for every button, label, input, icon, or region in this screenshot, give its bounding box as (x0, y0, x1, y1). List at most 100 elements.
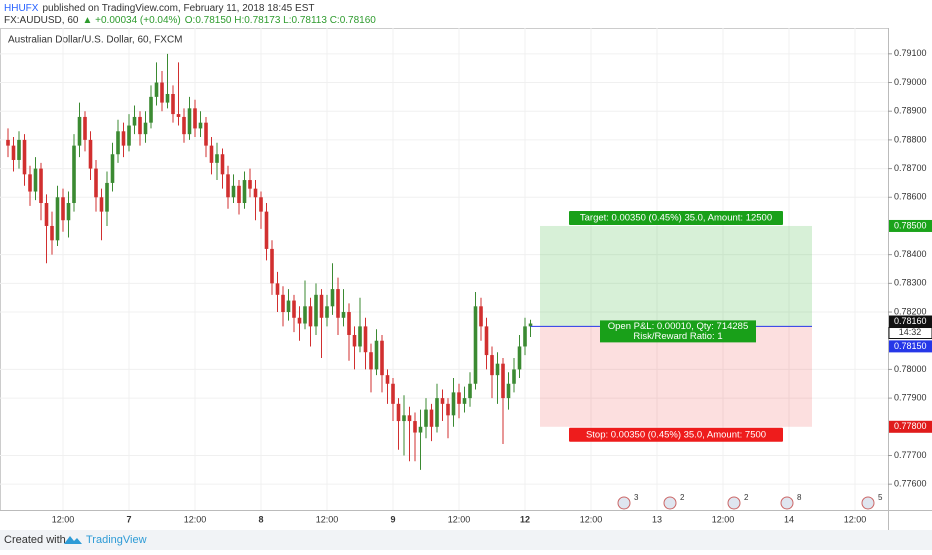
candle-body (198, 122, 203, 129)
y-tick-label: 0.79100 (894, 48, 927, 58)
candle-body (83, 116, 87, 140)
event-icon (727, 496, 741, 510)
candle-body (468, 383, 472, 399)
candle-body (160, 82, 164, 103)
candle-body (330, 289, 335, 307)
candle-body (523, 326, 527, 347)
candle-body (369, 352, 373, 370)
footer-brand: TradingView (86, 534, 147, 546)
candle-body (44, 203, 49, 226)
candle-body (72, 145, 76, 204)
candle-body (28, 174, 32, 192)
candle-body (358, 326, 362, 347)
footer-created: Created with (4, 534, 66, 546)
candle-body (440, 398, 445, 404)
candle-body (55, 197, 60, 241)
candle-body (495, 363, 500, 376)
candle-body (374, 340, 379, 370)
candle-body (385, 375, 390, 384)
candle-body (187, 108, 192, 135)
candle-body (490, 355, 494, 376)
header-line: HHUFX published on TradingView.com, Febru… (4, 3, 314, 14)
candle-body (22, 139, 27, 175)
candle-body (391, 383, 395, 404)
candle-body (484, 326, 489, 356)
candle-body (50, 225, 54, 241)
stop-label-box (569, 427, 783, 442)
candle-body (506, 383, 511, 399)
candle-body (6, 139, 10, 146)
candle-body (446, 403, 450, 416)
candle-body (451, 392, 456, 416)
price-badge (889, 315, 932, 328)
event-count: 8 (797, 493, 802, 502)
x-tick-label: 14 (784, 514, 794, 524)
price-badge (889, 420, 932, 433)
y-tick-label: 0.78800 (894, 134, 927, 144)
candle-body (204, 122, 208, 146)
target-label-box (569, 210, 783, 225)
y-tick-label: 0.77900 (894, 392, 927, 402)
event-count: 2 (744, 493, 749, 502)
candle-body (99, 197, 104, 212)
candle-body (407, 415, 412, 422)
y-tick-label: 0.78000 (894, 364, 927, 374)
candle-body (462, 398, 467, 404)
stop-label: Stop: 0.00350 (0.45%) 35.0, Amount: 7500 (586, 429, 766, 440)
candle-body (319, 294, 324, 318)
x-tick-label: 13 (652, 514, 662, 524)
candle-body (253, 188, 258, 198)
candle-body (215, 154, 219, 163)
candle-body (303, 306, 307, 324)
candle-body (352, 334, 357, 347)
candle-body (143, 122, 148, 135)
candle-body (209, 145, 214, 163)
published: published on TradingView.com, February 1… (42, 3, 314, 14)
symbol-line: FX:AUDUSD, 60 ▲ +0.00034 (+0.04%) O:0.7815… (4, 15, 376, 26)
price-badge-label: 0.78500 (894, 220, 927, 230)
candle-body (237, 185, 241, 204)
publisher: HHUFX (4, 3, 39, 14)
candle-body (77, 116, 82, 146)
loss-zone (540, 326, 812, 427)
event-icon (861, 496, 875, 510)
candle-body (176, 114, 181, 117)
event-icon (780, 496, 794, 510)
candle-body (171, 93, 175, 115)
y-tick-label: 0.77700 (894, 450, 927, 460)
candle-body (292, 300, 296, 318)
footer-bar (0, 530, 932, 550)
candle-body (259, 197, 263, 212)
event-icon (617, 496, 631, 510)
candle-body (165, 93, 170, 103)
candle-body (418, 426, 423, 433)
open-label: Open P&L: 0.00010, Qty: 714285 (608, 321, 749, 332)
candle-body (226, 174, 230, 198)
candle-body (110, 154, 115, 183)
candle-body (88, 139, 93, 169)
event-icon (663, 496, 677, 510)
candle-body (501, 363, 505, 399)
candle-body (347, 312, 351, 335)
candle-body (66, 203, 71, 221)
candle-body (517, 346, 522, 370)
candle-body (264, 211, 269, 249)
ohlc: O:0.78150 H:0.78173 L:0.78113 C:0.78160 (185, 15, 377, 26)
candle-body (154, 82, 159, 97)
candle-body (325, 306, 329, 318)
event-count: 2 (680, 493, 685, 502)
price-badge-label: 0.77800 (894, 421, 927, 431)
candle-body (457, 392, 461, 404)
x-tick-label: 12 (520, 514, 530, 524)
candle-body (242, 180, 247, 204)
candle-body (121, 131, 126, 146)
candle-body (33, 168, 38, 192)
target-label: Target: 0.00350 (0.45%) 35.0, Amount: 12… (580, 212, 772, 223)
candle-body (94, 168, 98, 198)
candle-body (11, 145, 16, 160)
candle-body (380, 340, 384, 376)
candle-body (231, 185, 236, 198)
y-tick-label: 0.78600 (894, 192, 927, 202)
x-tick-label: 8 (258, 514, 263, 524)
